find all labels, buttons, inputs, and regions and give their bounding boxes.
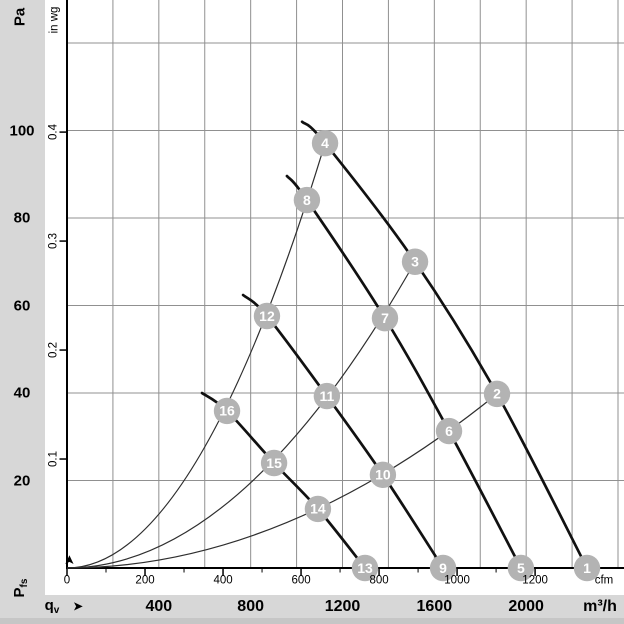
operating-point-number: 7 (381, 310, 389, 326)
operating-point-number: 4 (321, 135, 329, 151)
operating-point-number: 13 (357, 560, 373, 576)
operating-point-number: 5 (517, 560, 525, 576)
operating-point-marker (507, 554, 535, 582)
operating-point-number: 3 (411, 254, 419, 270)
plot-area (45, 0, 624, 595)
operating-point-number: 10 (375, 467, 391, 483)
operating-point-marker (213, 397, 241, 425)
operating-point-marker (351, 554, 379, 582)
operating-point-number: 6 (445, 423, 453, 439)
system-curve-b (66, 261, 416, 569)
operating-point-number: 1 (583, 560, 591, 576)
operating-point-marker (304, 495, 332, 523)
operating-point-marker (371, 304, 399, 332)
operating-point-marker (313, 382, 341, 410)
operating-point-number: 15 (266, 455, 282, 471)
operating-point-number: 14 (310, 501, 326, 517)
operating-point-number: 12 (259, 308, 275, 324)
operating-point-marker (260, 449, 288, 477)
fan-curve-3 (241, 293, 445, 570)
operating-point-number: 16 (219, 403, 235, 419)
operating-point-number: 8 (303, 192, 311, 208)
operating-point-marker (401, 248, 429, 275)
system-curve-a (66, 143, 326, 569)
operating-point-number: 9 (439, 560, 447, 576)
operating-point-marker (573, 554, 601, 582)
operating-point-marker (293, 186, 321, 214)
operating-point-marker (435, 417, 463, 445)
fan-curve-1 (300, 120, 589, 570)
operating-point-marker (483, 380, 511, 408)
operating-point-marker (311, 129, 339, 157)
operating-point-number: 2 (493, 386, 501, 402)
operating-point-number: 11 (319, 388, 334, 404)
operating-point-marker (429, 554, 457, 582)
bottom-edge-strip (0, 618, 624, 624)
operating-point-marker (253, 302, 281, 330)
operating-point-marker (369, 461, 397, 489)
